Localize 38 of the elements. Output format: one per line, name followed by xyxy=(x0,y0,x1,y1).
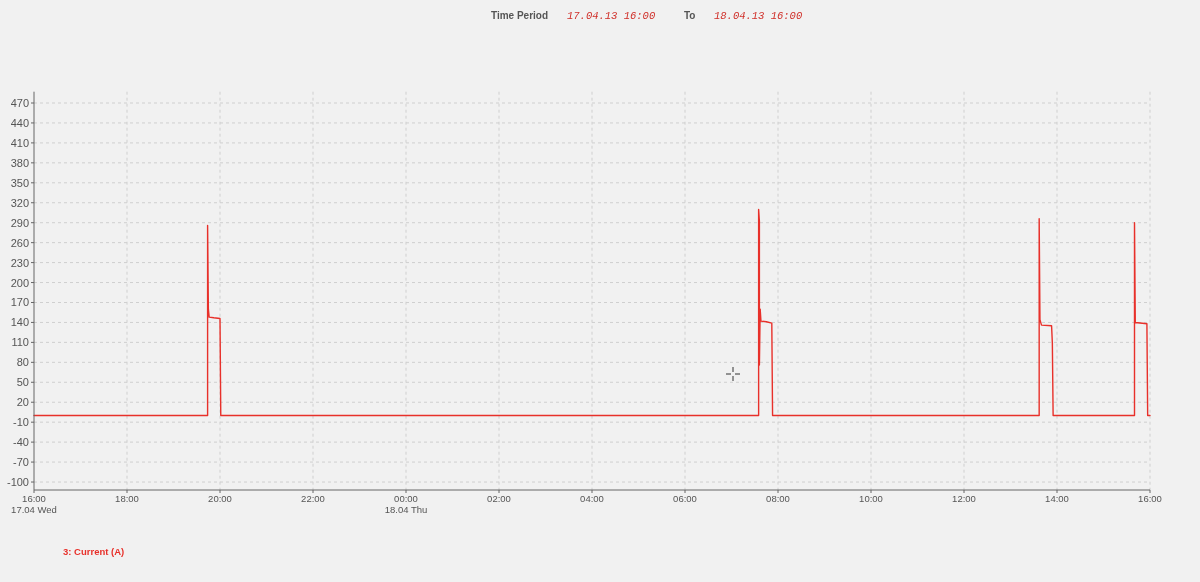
y-tick-label: -40 xyxy=(13,436,29,449)
x-tick-label: 12:00 xyxy=(952,493,976,504)
y-tick-label: 230 xyxy=(10,256,29,269)
x-tick-label: 16:00 17.04 Wed xyxy=(11,493,57,515)
y-tick-label: 440 xyxy=(10,116,29,129)
y-tick-label: -70 xyxy=(13,456,29,469)
y-tick-label: 200 xyxy=(10,276,29,289)
y-tick-label: 20 xyxy=(16,396,29,409)
x-tick-label: 18:00 xyxy=(115,493,139,504)
y-tick-label: 140 xyxy=(10,316,29,329)
y-tick-label: 260 xyxy=(10,236,29,249)
y-tick-label: 380 xyxy=(10,156,29,169)
x-tick-label: 02:00 xyxy=(487,493,511,504)
text: 3: Current (A) xyxy=(63,546,125,557)
x-tick-label: 14:00 xyxy=(1045,493,1069,504)
x-tick-label: 06:00 xyxy=(673,493,697,504)
text: 18.04.13 16:00 xyxy=(714,10,803,22)
x-tick-label: 10:00 xyxy=(859,493,883,504)
text: To xyxy=(684,10,696,21)
y-tick-label: 110 xyxy=(11,336,29,349)
y-tick-label: 50 xyxy=(16,376,29,389)
x-tick-label: 04:00 xyxy=(580,493,604,504)
y-tick-label: -100 xyxy=(6,476,29,489)
x-tick-label: 00:00 18.04 Thu xyxy=(384,493,428,515)
x-tick-label: 20:00 xyxy=(208,493,232,504)
y-tick-label: 350 xyxy=(10,176,29,189)
x-tick-label: 08:00 xyxy=(766,493,790,504)
chart-title: Time Period xyxy=(491,10,549,21)
x-tick-label: 22:00 xyxy=(301,493,325,504)
y-tick-label: 320 xyxy=(10,196,29,209)
x-tick-label: 16:00 xyxy=(1138,493,1162,504)
y-tick-label: 290 xyxy=(10,216,29,229)
y-tick-label: 470 xyxy=(10,97,29,109)
y-tick-label: 80 xyxy=(16,356,29,369)
text: 17.04.13 16:00 xyxy=(567,10,656,22)
y-tick-label: 410 xyxy=(10,136,29,149)
y-tick-label: -10 xyxy=(13,416,29,429)
y-tick-label: 170 xyxy=(10,296,29,309)
